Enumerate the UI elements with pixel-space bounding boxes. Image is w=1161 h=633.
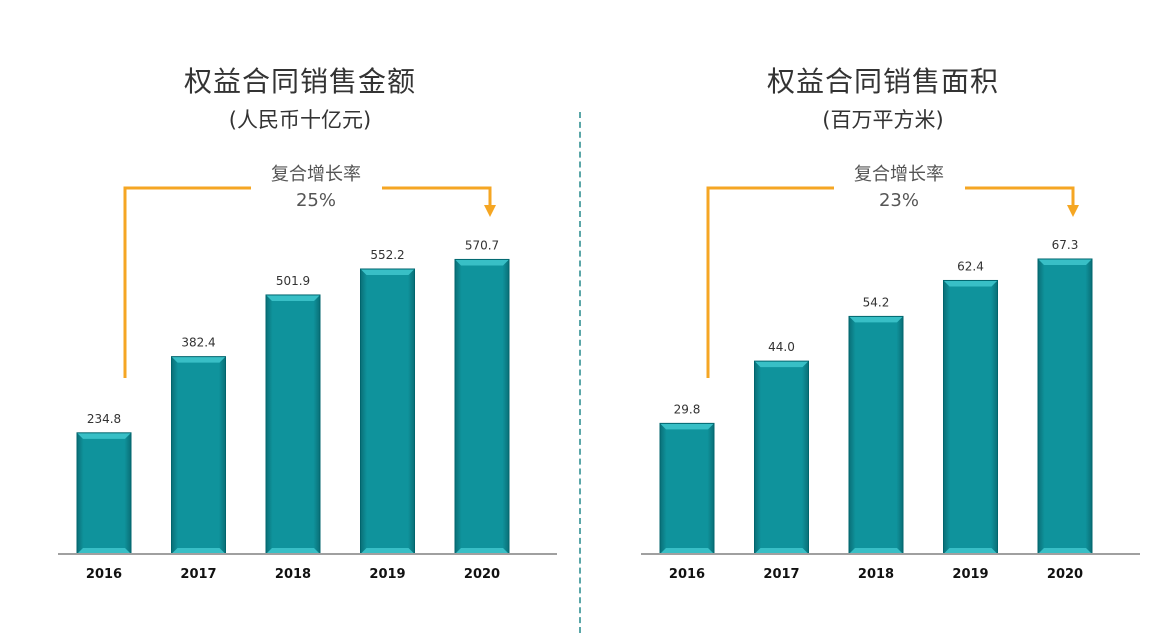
- bar-bottom-bevel: [754, 548, 809, 554]
- x-tick-label: 2017: [180, 567, 216, 582]
- data-label: 570.7: [465, 238, 499, 252]
- bar-bottom-bevel: [660, 548, 714, 554]
- data-label: 54.2: [863, 295, 890, 309]
- x-tick-label: 2019: [952, 567, 988, 582]
- data-label: 501.9: [276, 274, 310, 288]
- data-label: 234.8: [87, 412, 121, 426]
- bar-chart-amount: 234.8 2016 382.4 2017 501.9 2018 552.2 2019 570.…: [58, 164, 557, 582]
- cagr-arrowhead: [1067, 205, 1079, 217]
- data-label: 29.8: [674, 402, 701, 416]
- bar-bottom-bevel: [849, 548, 903, 554]
- cagr-label: 复合增长率: [271, 164, 361, 185]
- bar-2016: [659, 422, 715, 555]
- bar-top-bevel: [943, 280, 998, 287]
- data-label: 44.0: [768, 340, 795, 354]
- bar-top-bevel: [171, 356, 226, 363]
- bar-2020: [454, 258, 510, 555]
- bar-body: [754, 361, 809, 554]
- chart-panel-amount: 权益合同销售金额 (人民币十亿元) 234.8 2016 382.4 2017 501.…: [20, 0, 580, 633]
- bar-bottom-bevel: [943, 548, 998, 554]
- bar-top-bevel: [660, 423, 714, 430]
- data-label: 552.2: [370, 248, 404, 262]
- cagr-arrowhead: [484, 205, 496, 217]
- bar-body: [849, 316, 903, 554]
- bar-top-bevel: [455, 259, 509, 266]
- bar-2019: [943, 279, 998, 555]
- bar-chart-area: 29.8 2016 44.0 2017 54.2 2018 62.4 2019 67.3 2020…: [641, 164, 1140, 582]
- bar-body: [455, 259, 509, 554]
- x-tick-label: 2018: [858, 567, 894, 582]
- cagr-arrow-left-segment: [123, 186, 251, 378]
- bar-bottom-bevel: [171, 548, 226, 554]
- bar-bottom-bevel: [455, 548, 509, 554]
- cagr-arrow: [123, 186, 492, 378]
- panel-divider: [579, 112, 581, 633]
- chart-panel-area: 权益合同销售面积 (百万平方米) 29.8 2016 44.0 2017 54.2 201…: [603, 0, 1161, 633]
- bar-top-bevel: [849, 316, 903, 323]
- bar-2020: [1037, 258, 1093, 555]
- cagr-value: 25%: [296, 190, 336, 211]
- data-label: 382.4: [181, 336, 215, 350]
- bar-top-bevel: [77, 432, 131, 439]
- cagr-arrow-left-segment: [706, 186, 834, 378]
- bar-top-bevel: [754, 361, 809, 368]
- x-tick-label: 2017: [763, 567, 799, 582]
- bar-top-bevel: [266, 294, 320, 301]
- x-tick-label: 2019: [369, 567, 405, 582]
- bar-top-bevel: [1038, 258, 1092, 265]
- cagr-arrow-right-segment: [382, 186, 492, 206]
- bar-bottom-bevel: [77, 548, 131, 554]
- bar-2018: [265, 294, 321, 555]
- bar-bottom-bevel: [1038, 548, 1092, 554]
- chart-subtitle: (百万平方米): [822, 108, 944, 132]
- x-tick-label: 2016: [86, 567, 122, 582]
- data-label: 67.3: [1052, 238, 1079, 252]
- bar-body: [360, 268, 415, 554]
- cagr-value: 23%: [879, 190, 919, 211]
- data-label: 62.4: [957, 259, 984, 273]
- cagr-arrow: [706, 186, 1075, 378]
- bar-2018: [848, 315, 904, 555]
- bar-body: [171, 356, 226, 554]
- cagr-label: 复合增长率: [854, 164, 944, 185]
- bar-body: [266, 294, 320, 554]
- bar-2019: [360, 268, 415, 555]
- cagr-arrow-right-segment: [965, 186, 1075, 206]
- x-tick-label: 2016: [669, 567, 705, 582]
- bar-bottom-bevel: [360, 548, 415, 554]
- bar-2017: [754, 360, 809, 555]
- bar-body: [1038, 258, 1092, 554]
- x-tick-label: 2018: [275, 567, 311, 582]
- bar-2016: [76, 432, 132, 555]
- bar-2017: [171, 356, 226, 555]
- x-tick-label: 2020: [464, 567, 500, 582]
- x-tick-label: 2020: [1047, 567, 1083, 582]
- bar-body: [660, 423, 714, 554]
- bar-bottom-bevel: [266, 548, 320, 554]
- chart-title: 权益合同销售面积: [766, 65, 999, 98]
- bar-top-bevel: [360, 268, 415, 275]
- bar-body: [77, 432, 131, 554]
- chart-title: 权益合同销售金额: [183, 65, 416, 98]
- chart-subtitle: (人民币十亿元): [228, 108, 372, 132]
- bar-body: [943, 280, 998, 554]
